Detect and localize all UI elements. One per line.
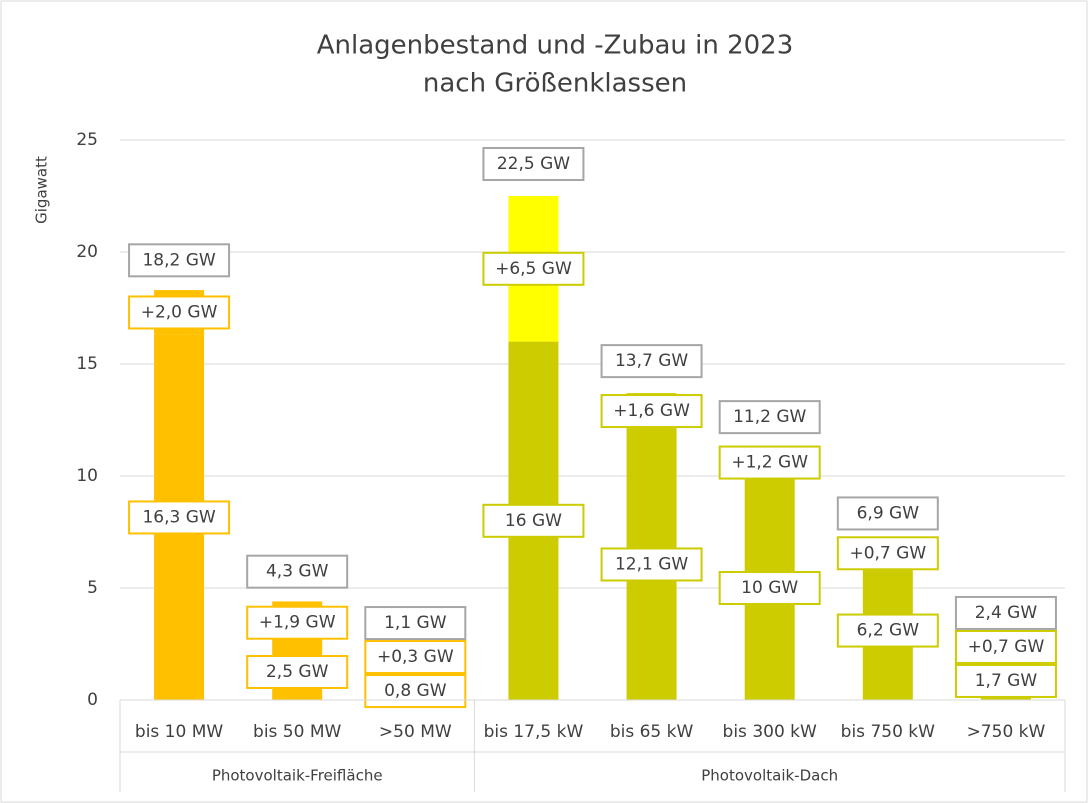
value-label: +6,5 GW xyxy=(495,259,572,279)
y-tick-label: 15 xyxy=(76,354,98,374)
y-tick-label: 5 xyxy=(87,578,98,598)
value-label: 1,7 GW xyxy=(975,671,1038,691)
y-tick-label: 20 xyxy=(76,242,98,262)
value-label-box xyxy=(600,547,703,582)
value-label: 12,1 GW xyxy=(615,554,688,574)
y-tick-label: 10 xyxy=(76,466,98,486)
value-label-box xyxy=(246,655,349,689)
value-label: 10 GW xyxy=(741,578,798,598)
x-tick-label: bis 300 kW xyxy=(723,722,817,742)
value-label: 16,3 GW xyxy=(142,507,215,527)
value-label-box xyxy=(128,295,231,330)
value-label: 16 GW xyxy=(505,511,562,531)
x-tick-label: bis 65 kW xyxy=(610,722,694,742)
y-tick-label: 25 xyxy=(76,130,98,150)
value-label-box xyxy=(718,445,821,480)
value-label: 0,8 GW xyxy=(384,681,447,701)
value-label-box xyxy=(600,344,703,379)
value-label-box xyxy=(482,503,585,538)
x-tick-label: bis 10 MW xyxy=(135,722,223,742)
value-label: 2,5 GW xyxy=(266,662,329,682)
value-label: 22,5 GW xyxy=(497,154,570,174)
value-label-box xyxy=(600,394,703,429)
value-label: 18,2 GW xyxy=(142,250,215,270)
value-label: 4,3 GW xyxy=(266,562,329,582)
value-label: +0,7 GW xyxy=(849,543,926,563)
value-label: 6,9 GW xyxy=(857,503,920,523)
value-label-box xyxy=(836,536,939,571)
value-label: 13,7 GW xyxy=(615,351,688,371)
value-label-box xyxy=(836,613,939,648)
value-label-box xyxy=(364,674,467,709)
value-label: 1,1 GW xyxy=(384,613,447,633)
chart-title: Anlagenbestand und -Zubau in 2023 xyxy=(317,31,794,61)
x-tick-label: bis 17,5 kW xyxy=(484,722,584,742)
value-label: 11,2 GW xyxy=(733,407,806,427)
y-axis-label: Gigawatt xyxy=(33,156,51,224)
y-tick-label: 0 xyxy=(87,690,98,710)
group-label: Photovoltaik-Freifläche xyxy=(212,767,383,785)
value-label-box xyxy=(954,595,1057,630)
value-label: +0,3 GW xyxy=(377,647,454,667)
chart-title: nach Größenklassen xyxy=(423,69,687,99)
value-label-box xyxy=(954,629,1057,664)
value-label: 2,4 GW xyxy=(975,603,1038,623)
value-label-box xyxy=(482,147,585,181)
value-label: +1,6 GW xyxy=(613,401,690,421)
value-label: +1,2 GW xyxy=(731,453,808,473)
value-label: +2,0 GW xyxy=(141,302,218,322)
value-label-box xyxy=(836,496,939,531)
value-label-box xyxy=(128,243,231,278)
value-label-box xyxy=(482,251,585,286)
value-label: +0,7 GW xyxy=(968,637,1045,657)
value-label-box xyxy=(364,606,467,641)
x-tick-label: >50 MW xyxy=(379,722,452,742)
x-tick-label: bis 750 kW xyxy=(841,722,935,742)
group-label: Photovoltaik-Dach xyxy=(701,767,838,785)
value-label-box xyxy=(246,605,349,640)
value-label: +1,9 GW xyxy=(259,613,336,633)
value-label-box xyxy=(246,554,349,589)
value-label: 6,2 GW xyxy=(857,621,920,641)
value-label-box xyxy=(364,640,467,675)
x-tick-label: >750 kW xyxy=(967,722,1046,742)
value-label-box xyxy=(718,571,821,605)
value-label-box xyxy=(128,500,231,535)
x-tick-label: bis 50 MW xyxy=(253,722,341,742)
value-label-box xyxy=(718,400,821,435)
value-label-box xyxy=(954,663,1057,698)
